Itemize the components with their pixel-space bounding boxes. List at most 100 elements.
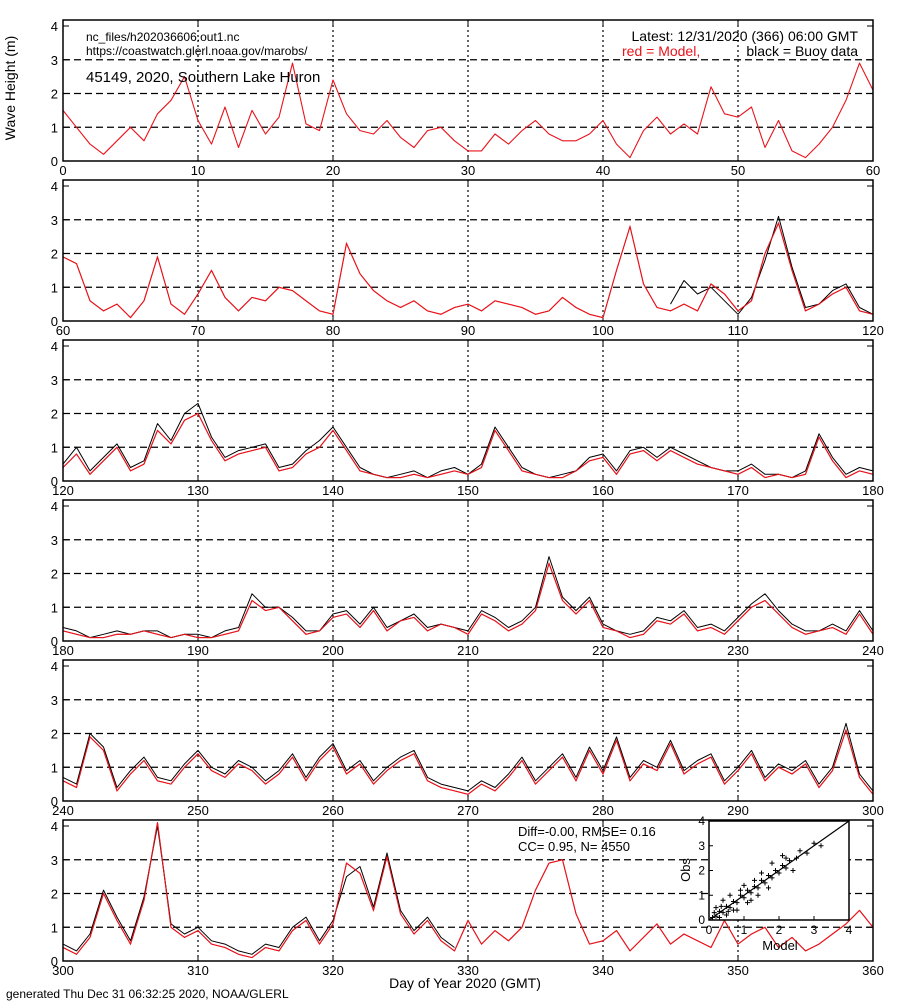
y-tick-label: 0 [51,634,58,649]
scatter-point [773,868,778,873]
scatter-point [720,910,726,916]
x-tick-label: 10 [191,163,205,178]
scatter-point [762,880,768,886]
y-tick-label: 2 [51,567,58,582]
scatter-point [727,892,733,898]
x-tick-label: 100 [592,323,614,338]
x-tick-label: 60 [56,323,70,338]
y-tick-label: 2 [51,887,58,902]
y-tick-label: 3 [51,213,58,228]
x-tick-label: 50 [731,163,745,178]
scatter-point [724,903,729,909]
x-tick-label: 160 [592,483,614,498]
model-series-line-overlay [62,412,874,479]
x-tick-label: 120 [52,483,74,498]
x-tick-label: 280 [592,803,614,818]
scatter-point [717,908,722,914]
scatter-x-tick-label: 1 [741,923,748,937]
y-tick-label: 1 [51,440,58,455]
panel-frame [62,499,874,642]
y-tick-label: 4 [51,19,58,34]
x-tick-label: 300 [52,963,74,978]
y-tick-label: 0 [51,794,58,809]
latest-time-label: Latest: 12/31/2020 (366) 06:00 GMT [632,28,859,44]
x-tick-label: 190 [187,643,209,658]
x-tick-label: 130 [187,483,209,498]
scatter-x-tick-label: 4 [846,923,853,937]
x-tick-label: 220 [592,643,614,658]
stats-line-1: Diff=-0.00, RMSE= 0.16 [518,824,656,839]
scatter-point [769,875,775,881]
scatter-x-label: Model [762,938,798,953]
x-tick-label: 230 [727,643,749,658]
model-series-line-overlay [62,728,874,795]
scatter-point [748,890,754,896]
scatter-point [711,910,717,916]
scatter-point [787,858,792,864]
scatter-point [776,870,782,876]
scatter-point [780,863,785,869]
x-tick-label: 350 [727,963,749,978]
x-tick-label: 20 [326,163,340,178]
y-tick-label: 1 [51,120,58,135]
x-tick-label: 340 [592,963,614,978]
scatter-point [745,900,750,906]
y-tick-label: 3 [51,693,58,708]
scatter-point [734,900,740,906]
buoy-series-line [62,556,874,639]
panel-2: 60 70 80 90 100 110 120 0 1 2 3 4 [51,179,884,338]
x-tick-label: 180 [862,483,884,498]
x-axis-label: Day of Year 2020 (GMT) [389,975,541,991]
scatter-point [752,884,757,890]
x-tick-label: 250 [187,803,209,818]
y-tick-label: 0 [51,314,58,329]
y-axis-label: Wave Height (m) [2,36,18,141]
scatter-point [717,915,722,921]
x-tick-label: 90 [461,323,475,338]
scatter-point [766,872,771,878]
scatter-y-tick-label: 1 [698,888,705,902]
scatter-point [745,887,750,893]
y-tick-label: 4 [51,659,58,674]
station-title: 45149, 2020, Southern Lake Huron [86,69,320,86]
x-tick-label: 170 [727,483,749,498]
y-tick-label: 0 [51,154,58,169]
scatter-x-tick-label: 3 [811,923,818,937]
scatter-inset: 0 1 2 3 4 0 1 2 3 4 [698,814,852,937]
y-tick-label: 2 [51,87,58,102]
file-name-label: nc_files/h202036606.out1.nc [86,30,239,44]
y-tick-label: 2 [51,247,58,262]
legend-model-label: red = Model, [622,43,700,59]
x-tick-label: 300 [862,803,884,818]
y-tick-label: 2 [51,407,58,422]
x-tick-label: 260 [322,803,344,818]
x-tick-label: 140 [322,483,344,498]
scatter-point [811,840,817,846]
scatter-point [713,913,719,919]
y-tick-label: 1 [51,280,58,295]
x-tick-label: 290 [727,803,749,818]
x-tick-label: 210 [457,643,479,658]
scatter-point [797,848,803,854]
scatter-point [727,905,733,911]
scatter-point [731,898,736,904]
model-series-line-overlay [62,561,874,639]
scatter-point [741,882,747,888]
scatter-point [718,903,724,909]
panel-4: 180 190 200 210 220 230 240 0 1 2 3 4 [51,499,884,658]
x-tick-label: 110 [728,323,749,338]
scatter-point [755,892,761,898]
generated-footer: generated Thu Dec 31 06:32:25 2020, NOAA… [6,987,289,1001]
x-tick-label: 0 [59,163,66,178]
y-tick-label: 4 [51,819,58,834]
panel-frame [62,179,874,322]
scatter-y-label: Obs [678,858,693,882]
y-tick-label: 1 [51,760,58,775]
x-tick-label: 70 [191,323,205,338]
scatter-x-tick-label: 2 [776,923,783,937]
model-series-line-overlay [62,221,874,319]
y-tick-label: 0 [51,954,58,969]
x-tick-label: 330 [457,963,479,978]
scatter-point [783,865,789,871]
buoy-series-line [62,722,874,792]
